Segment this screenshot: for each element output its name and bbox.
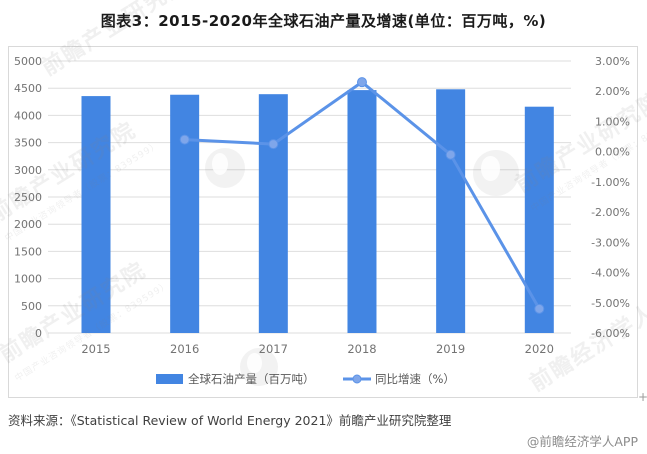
x-axis-label-2020: 2020 — [525, 342, 554, 356]
right-axis-tick: -6.00% — [591, 327, 630, 340]
x-axis-label-2019: 2019 — [436, 342, 465, 356]
chart-svg: 5000450040003500300025002000150010005000… — [14, 55, 630, 386]
right-axis-tick: -3.00% — [591, 236, 630, 249]
x-axis-label-2017: 2017 — [259, 342, 288, 356]
legend-bar-swatch — [156, 374, 183, 384]
legend-bar-label: 全球石油产量（百万吨） — [188, 372, 315, 386]
left-axis-tick: 1500 — [14, 245, 42, 258]
right-axis-tick: -5.00% — [591, 297, 630, 310]
right-axis-tick: -4.00% — [591, 267, 630, 280]
right-axis-tick: 2.00% — [595, 85, 630, 98]
line-marker-2018 — [356, 77, 367, 88]
left-axis-tick: 0 — [35, 327, 42, 340]
line-marker-2020 — [534, 303, 545, 314]
left-axis-tick: 4000 — [14, 109, 42, 122]
left-axis-tick: 1000 — [14, 273, 42, 286]
legend-line-marker-icon — [352, 374, 362, 384]
bar-2016 — [170, 94, 200, 333]
x-axis-label-2016: 2016 — [170, 342, 199, 356]
x-axis-label-2015: 2015 — [81, 342, 110, 356]
line-marker-2017 — [268, 139, 279, 150]
right-axis-tick: 3.00% — [595, 55, 630, 68]
x-axis-label-2018: 2018 — [347, 342, 376, 356]
left-axis-tick: 2000 — [14, 218, 42, 231]
bar-2017 — [258, 94, 288, 334]
line-marker-2019 — [445, 149, 456, 160]
right-axis-tick: 1.00% — [595, 115, 630, 128]
right-axis-tick: -2.00% — [591, 206, 630, 219]
left-axis-tick: 500 — [21, 300, 42, 313]
left-axis-tick: 3500 — [14, 137, 42, 150]
bar-2020 — [524, 106, 554, 333]
left-axis-tick: 3000 — [14, 164, 42, 177]
bar-2015 — [81, 96, 111, 333]
credit-handle: @前瞻经济学人APP — [526, 434, 638, 449]
line-marker-2016 — [179, 134, 190, 145]
chart-area: 5000 4500 4000 3500 3000 2500 2000 1500 1000 500 0… — [8, 46, 638, 398]
source-note: 资料来源：《Statistical Review of World Energy… — [8, 413, 452, 428]
bar-2018 — [347, 90, 377, 333]
left-axis-tick: 4500 — [14, 82, 42, 95]
bar-2019 — [436, 89, 466, 333]
cursor-artifact: + — [638, 390, 647, 404]
left-axis-tick: 2500 — [14, 191, 42, 204]
chart-title: 图表3：2015-2020年全球石油产量及增速(单位：百万吨，%) — [100, 12, 547, 30]
right-axis-tick: 0.00% — [595, 146, 630, 159]
left-axis-tick: 5000 — [14, 55, 42, 68]
right-axis-tick: -1.00% — [591, 176, 630, 189]
legend-line-label: 同比增速（%） — [375, 372, 455, 386]
